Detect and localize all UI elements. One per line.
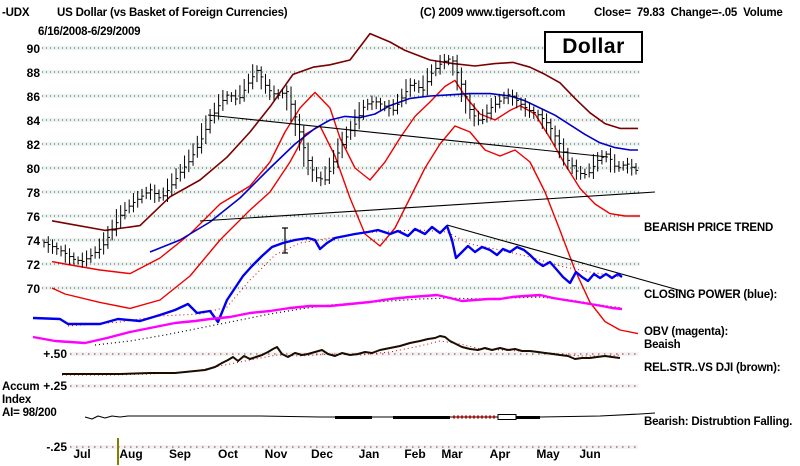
annotation-accum-state: Bearish: Distrubtion Falling. bbox=[644, 416, 793, 428]
month-label-mar: Mar bbox=[441, 447, 463, 461]
change-label: Change=-.05 bbox=[670, 7, 738, 19]
annotation-rel-str: REL.STR..VS DJI (brown): bbox=[644, 362, 781, 374]
annotation-closing-power: CLOSING POWER (blue): bbox=[644, 289, 778, 301]
price-tick-78: 78 bbox=[26, 186, 40, 200]
month-label-jul: Jul bbox=[73, 447, 91, 461]
annotation-price-trend: BEARISH PRICE TREND bbox=[644, 222, 774, 234]
annotation-obv-state: Beaish bbox=[644, 339, 681, 351]
month-label-nov: Nov bbox=[264, 447, 288, 461]
price-tick-80: 80 bbox=[26, 162, 40, 176]
accum-label-line1: Accum bbox=[2, 381, 40, 393]
month-label-apr: Apr bbox=[489, 447, 511, 461]
price-tick-76: 76 bbox=[26, 210, 40, 224]
price-tick-90: 90 bbox=[26, 42, 40, 56]
dollar-title-box: Dollar bbox=[544, 31, 643, 63]
price-tick-70: 70 bbox=[26, 282, 40, 296]
price-tick-86: 86 bbox=[26, 90, 40, 104]
indicator-tick-50: +.50 bbox=[43, 347, 67, 361]
close-value: 79.83 bbox=[636, 7, 665, 19]
indicator-tick-25: +.25 bbox=[43, 379, 67, 393]
month-label-feb: Feb bbox=[404, 447, 426, 461]
symbol-label: -UDX bbox=[2, 7, 30, 19]
price-tick-88: 88 bbox=[26, 66, 40, 80]
volume-label: Volume bbox=[743, 7, 783, 19]
close-label: Close= bbox=[594, 7, 631, 19]
annotation-obv: OBV (magenta): bbox=[644, 326, 729, 338]
accum-label-line2: Index bbox=[2, 394, 32, 406]
chart-title: US Dollar (vs Basket of Foreign Currenci… bbox=[57, 7, 288, 19]
month-label-oct: Oct bbox=[217, 447, 238, 461]
month-label-jun: Jun bbox=[579, 447, 601, 461]
price-tick-72: 72 bbox=[26, 258, 40, 272]
month-label-sep: Sep bbox=[168, 447, 191, 461]
price-tick-84: 84 bbox=[26, 114, 40, 128]
month-label-may: May bbox=[536, 447, 560, 461]
month-label-dec: Dec bbox=[310, 447, 333, 461]
copyright-label: (C) 2009 www.tigersoft.com bbox=[420, 7, 566, 19]
ai-value-label: AI= 98/200 bbox=[2, 407, 57, 419]
month-label-jan: Jan bbox=[358, 447, 380, 461]
month-label-aug: Aug bbox=[119, 447, 143, 461]
quote-info: Close= 79.83 Change=-.05 Volume bbox=[594, 7, 783, 19]
dollar-box-label: Dollar bbox=[562, 35, 625, 58]
price-tick-82: 82 bbox=[26, 138, 40, 152]
indicator-tick--25: -.25 bbox=[46, 440, 67, 454]
date-range-label: 6/16/2008-6/29/2009 bbox=[38, 26, 141, 38]
price-tick-74: 74 bbox=[26, 234, 40, 248]
